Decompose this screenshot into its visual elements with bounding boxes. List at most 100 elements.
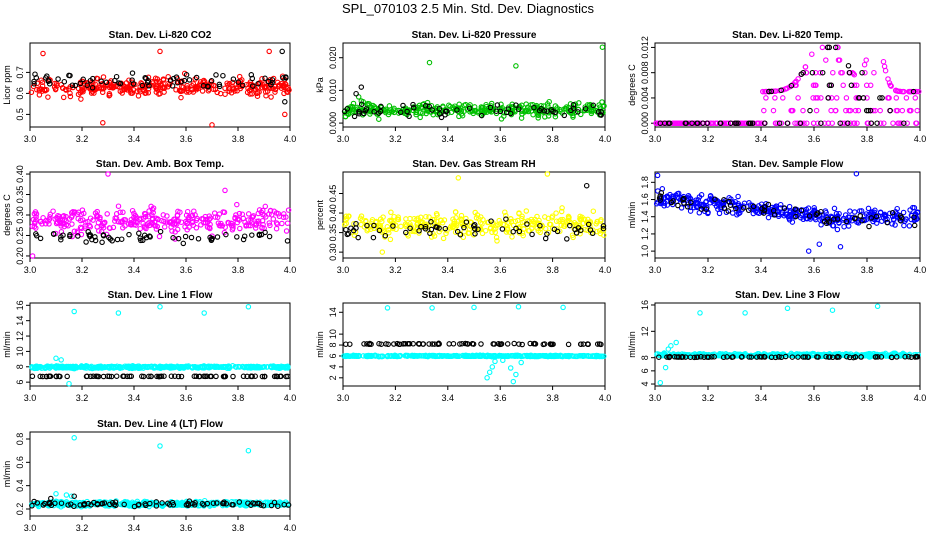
data-point [833,95,840,101]
data-point [81,501,88,507]
data-point [47,211,54,218]
y-tick-label: 8 [328,343,338,348]
x-tick-label: 3.4 [442,134,455,144]
data-point [546,221,553,228]
data-point [732,199,739,205]
data-point [32,219,38,225]
data-point [450,216,456,222]
data-point [411,105,417,111]
data-point [157,304,163,310]
data-point [701,354,707,360]
data-point [143,234,150,241]
x-tick-label: 3.4 [128,393,141,403]
data-point [39,79,46,86]
data-point [772,95,778,101]
data-point [403,229,409,236]
data-point [835,44,841,51]
x-tick-label: 3.4 [442,393,455,403]
data-point [712,196,718,203]
data-point [255,210,262,217]
data-point [110,224,117,231]
data-point [453,221,459,227]
data-point [573,230,580,236]
data-point [143,225,149,232]
data-point [34,500,41,506]
data-point [678,205,685,211]
data-point [71,503,77,510]
data-point [208,237,215,244]
data-point [913,120,920,126]
data-point [914,88,920,95]
data-point [735,351,741,358]
data-point [426,341,432,347]
data-point [747,120,754,126]
data-point [704,120,710,126]
data-point [509,234,515,240]
plot-frame [29,431,291,517]
data-point [887,107,893,114]
data-point [258,231,265,238]
data-point [728,199,735,205]
data-point [55,76,61,82]
data-point [204,500,211,507]
data-point [392,353,399,360]
data-point [846,214,853,220]
data-point [173,87,179,93]
data-point [108,83,115,90]
data-point [31,498,37,505]
data-point [441,217,448,223]
data-point [277,373,283,380]
data-point [343,341,349,347]
data-point [507,365,514,371]
data-point [272,86,279,92]
data-point [740,205,747,211]
data-point [530,111,536,118]
data-point [33,231,39,237]
data-point [530,222,536,228]
y-tick-label: 0.000 [328,112,338,135]
data-point [850,354,857,361]
data-point [565,213,572,220]
data-point [838,69,844,76]
data-point [762,88,769,95]
data-point [84,82,90,88]
data-point [414,353,421,359]
data-point [387,236,394,243]
data-point [139,82,146,89]
data-point [720,120,726,126]
data-point [480,216,486,223]
data-point [901,88,907,95]
data-point [273,225,280,232]
data-point [518,115,525,121]
data-point [180,84,187,90]
y-tick-label: 1.4 [640,210,650,223]
data-point [661,350,667,356]
data-point [223,231,229,238]
data-point [174,226,181,233]
data-point [819,44,826,51]
chart-title: Stan. Dev. Line 2 Flow [422,290,527,301]
data-point [790,213,797,220]
data-point [46,78,52,84]
data-point [826,82,833,89]
data-point [229,79,236,86]
data-point [156,233,163,240]
data-point [105,364,111,370]
data-point [409,352,415,359]
data-point [658,199,665,206]
data-point [544,231,550,237]
data-point [234,219,241,226]
data-point [861,217,868,224]
data-point [267,222,273,229]
data-point [67,93,74,100]
data-point [50,208,56,214]
data-point [816,241,823,247]
x-tick-label: 3.2 [76,523,89,533]
data-point [232,363,239,370]
x-tick-label: 3.0 [649,134,662,144]
data-point [502,209,508,215]
series-1 [29,304,291,387]
data-point [165,84,171,90]
data-point [115,310,122,316]
data-point [64,373,70,380]
